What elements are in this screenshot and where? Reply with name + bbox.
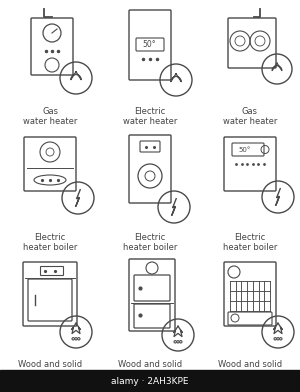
Text: Gas
water heater: Gas water heater [223, 107, 277, 126]
Text: Electric
heater boiler: Electric heater boiler [223, 233, 277, 252]
Text: Gas
water heater: Gas water heater [23, 107, 77, 126]
Text: Wood and solid
fuel boiler: Wood and solid fuel boiler [118, 360, 182, 379]
Text: alamy · 2AH3KPE: alamy · 2AH3KPE [111, 376, 189, 385]
Text: Electric
heater boiler: Electric heater boiler [123, 233, 177, 252]
Text: Electric
water heater: Electric water heater [123, 107, 177, 126]
Text: 50°: 50° [142, 40, 156, 49]
Bar [0, 370, 300, 392]
Text: Electric
heater boiler: Electric heater boiler [23, 233, 77, 252]
Text: Wood and solid
fuel boiler: Wood and solid fuel boiler [18, 360, 82, 379]
Text: Wood and solid
fuel boiler: Wood and solid fuel boiler [218, 360, 282, 379]
Text: 50°: 50° [239, 147, 251, 152]
